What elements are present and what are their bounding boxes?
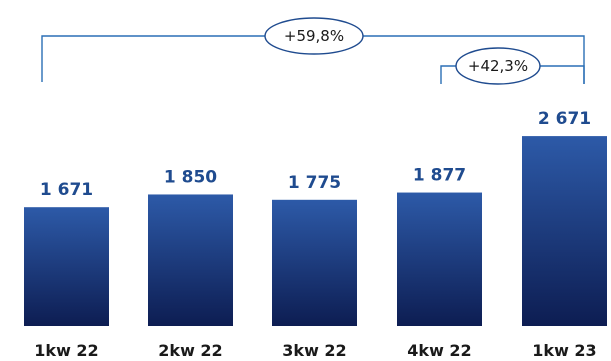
bar-4 — [397, 192, 482, 326]
value-label-3: 1 775 — [288, 173, 341, 193]
category-label-4: 4kw 22 — [407, 341, 471, 360]
category-label-2: 2kw 22 — [158, 341, 222, 360]
growth-ellipse-2 — [455, 47, 541, 85]
bar-2 — [148, 194, 233, 326]
value-label-5: 2 671 — [538, 109, 591, 129]
growth-annotation-2: +42,3% — [440, 47, 585, 85]
category-labels-group: 1kw 22 2kw 22 3kw 22 4kw 22 1kw 23 — [34, 341, 596, 360]
growth-annotation-1: +59,8% — [41, 17, 585, 84]
bar-3 — [272, 199, 357, 326]
bar-1 — [24, 207, 109, 326]
growth-label-1: +59,8% — [284, 27, 344, 45]
growth-label-2: +42,3% — [468, 57, 528, 75]
value-labels-group: 1 671 1 850 1 775 1 877 2 671 — [40, 109, 591, 200]
growth-annotations: +59,8% +42,3% — [41, 17, 585, 85]
value-label-4: 1 877 — [413, 166, 466, 186]
growth-ellipse-1 — [264, 17, 364, 55]
category-label-3: 3kw 22 — [282, 341, 346, 360]
category-label-1: 1kw 22 — [34, 341, 98, 360]
value-label-1: 1 671 — [40, 180, 93, 200]
bars-group — [24, 136, 607, 326]
category-label-5: 1kw 23 — [532, 341, 596, 360]
bar-5 — [522, 136, 607, 326]
value-label-2: 1 850 — [164, 167, 217, 187]
